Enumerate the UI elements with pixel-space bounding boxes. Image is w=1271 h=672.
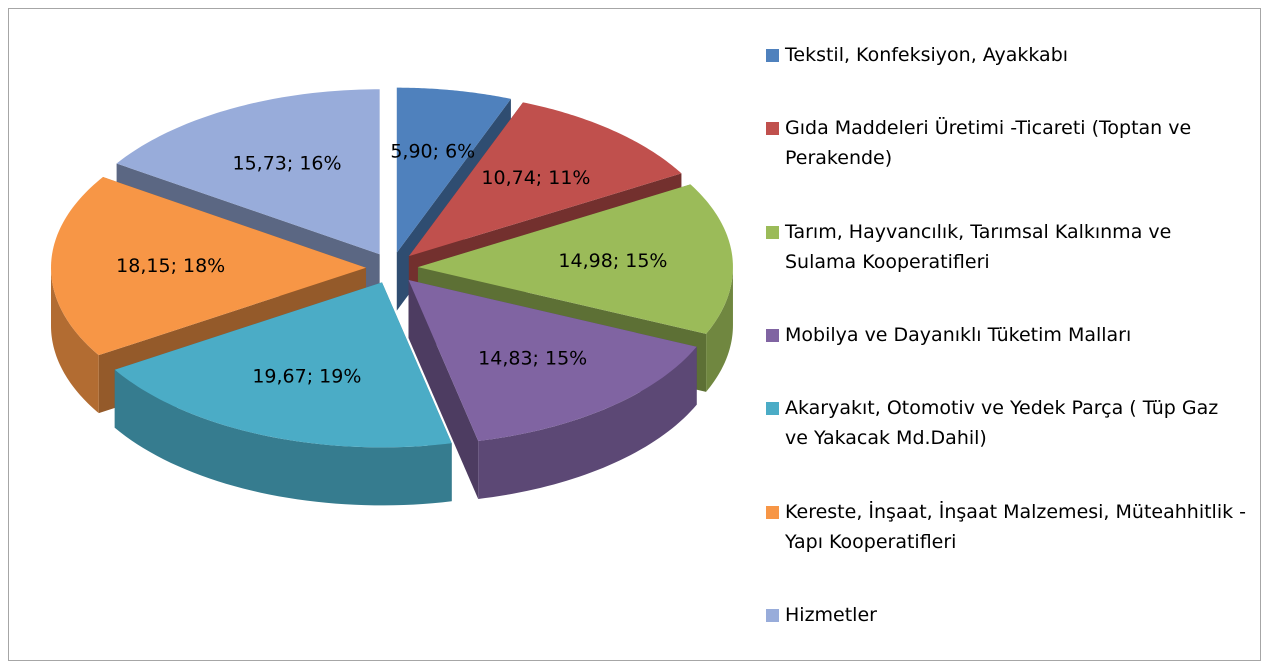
slice-side (51, 267, 99, 414)
slice-side (478, 346, 697, 499)
legend-swatch (766, 225, 779, 239)
legend-swatch (766, 328, 779, 342)
legend-entry: Mobilya ve Dayanıklı Tüketim Malları (766, 320, 1246, 350)
slice (114, 282, 452, 506)
data-label: 5,90; 6% (390, 141, 475, 163)
chart: 5,90; 6% 10,74; 11% 14,98; 15% 14,83; 15% 19… (51, 87, 733, 506)
slice-wall (408, 280, 479, 499)
legend-label: Tekstil, Konfeksiyon, Ayakkabı (785, 44, 1069, 66)
legend-entry: Tarım, Hayvancılık, Tarımsal Kalkınma ve… (766, 217, 1246, 277)
legend-label: Kereste, İnşaat, İnşaat Malzemesi, Mütea… (785, 500, 1247, 553)
legend: Tekstil, Konfeksiyon, Ayakkabı Gıda Madde… (766, 40, 1246, 630)
legend-label: Mobilya ve Dayanıklı Tüketim Malları (785, 323, 1132, 346)
legend-entry: Gıda Maddeleri Üretimi -Ticareti (Toptan… (766, 113, 1246, 173)
legend-entry: Tekstil, Konfeksiyon, Ayakkabı (766, 40, 1246, 70)
slice-top (408, 102, 682, 257)
legend-label: Tarım, Hayvancılık, Tarımsal Kalkınma ve… (785, 220, 1172, 273)
data-label: 18,15; 18% (116, 255, 225, 277)
legend-swatch (766, 49, 779, 62)
slice-top (396, 87, 511, 253)
slice-top (417, 184, 733, 334)
slice-top (51, 177, 367, 356)
data-label: 10,74; 11% (481, 167, 590, 189)
slice-top (114, 282, 452, 448)
legend-entry: Kereste, İnşaat, İnşaat Malzemesi, Mütea… (766, 497, 1246, 557)
slice-side (706, 267, 733, 392)
data-label: 14,98; 15% (558, 250, 667, 272)
legend-entry: Hizmetler (766, 600, 1246, 630)
legend-entry: Akaryakıt, Otomotiv ve Yedek Parça ( Tüp… (766, 393, 1246, 453)
legend-swatch (766, 608, 779, 622)
legend-label: Akaryakıt, Otomotiv ve Yedek Parça ( Tüp… (785, 397, 1219, 450)
legend-label: Hizmetler (785, 603, 877, 626)
slice-top (408, 280, 697, 441)
legend-label: Gıda Maddeleri Üretimi -Ticareti (Toptan… (785, 117, 1192, 170)
slice (408, 280, 697, 499)
slice-top (116, 89, 380, 255)
data-label: 19,67; 19% (252, 365, 361, 387)
legend-swatch (766, 505, 779, 519)
legend-swatch (766, 122, 779, 136)
data-label: 15,73; 16% (232, 153, 341, 175)
data-label: 14,83; 15% (478, 348, 587, 370)
slice-side (114, 369, 452, 506)
legend-swatch (766, 402, 779, 416)
chart-frame (8, 8, 1261, 661)
